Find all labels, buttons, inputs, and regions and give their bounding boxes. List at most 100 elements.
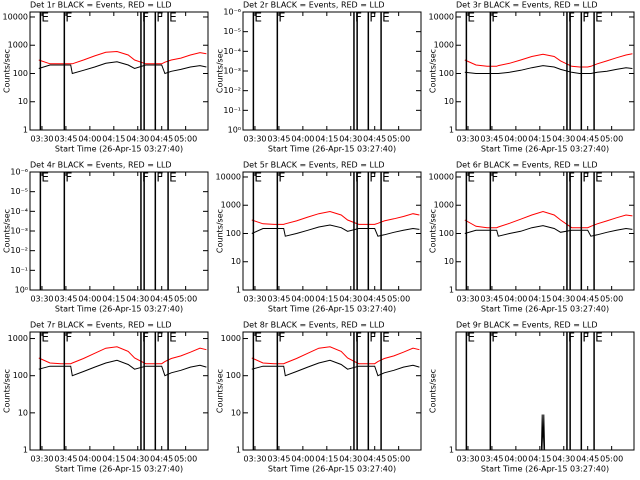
panel-title: Det 2r BLACK = Events, RED = LLD	[243, 1, 385, 10]
plot-frame	[242, 171, 422, 291]
x-tick-label: 03:45	[480, 135, 503, 144]
marker-label: E	[595, 11, 603, 25]
y-tick-label: 10⁰	[15, 286, 28, 295]
marker-label: F	[156, 171, 163, 185]
x-tick-label: 03:45	[267, 455, 290, 464]
x-tick-label: 03:30	[456, 135, 479, 144]
x-tick-label: 04:30	[552, 455, 575, 464]
x-tick-label: 03:30	[30, 455, 53, 464]
marker-label: F	[65, 171, 72, 185]
x-tick-label: 04:30	[552, 295, 575, 304]
marker-label: F	[568, 331, 575, 345]
plot-frame	[29, 171, 209, 291]
panel-title: Det 5r BLACK = Events, RED = LLD	[243, 161, 385, 170]
y-tick-label: 1000	[8, 334, 28, 343]
marker-label: E	[382, 11, 390, 25]
x-tick-label: 05:00	[174, 295, 197, 304]
x-tick-label: 03:30	[243, 135, 266, 144]
x-tick-label: 04:15	[102, 135, 125, 144]
y-tick-label: 10⁻³	[223, 67, 241, 76]
x-tick-label: 04:45	[150, 135, 173, 144]
y-tick-label: 10⁰	[228, 126, 241, 135]
marker-label: F	[582, 11, 589, 25]
marker-label: F	[568, 11, 575, 25]
x-tick-label: 03:30	[456, 455, 479, 464]
plot-frame	[29, 11, 209, 131]
y-tick-label: 1000	[221, 201, 241, 210]
y-tick-label: 10⁻⁵	[10, 187, 28, 196]
marker-label: E	[595, 331, 603, 345]
y-tick-label: 10⁻¹	[10, 266, 28, 275]
y-axis-label: Counts/sec	[3, 209, 12, 253]
marker-label: E	[169, 11, 177, 25]
marker-label: E	[41, 171, 49, 185]
x-tick-label: 04:30	[126, 295, 149, 304]
y-tick-label: 1	[449, 286, 454, 295]
y-tick-label: 10000	[3, 12, 28, 21]
x-tick-label: 04:45	[576, 455, 599, 464]
x-tick-label: 04:30	[126, 455, 149, 464]
series-line	[38, 359, 207, 377]
x-tick-label: 05:00	[174, 135, 197, 144]
series-line	[464, 65, 633, 74]
series-line	[251, 210, 420, 225]
y-tick-label: 10⁻⁴	[223, 47, 241, 56]
y-axis-label: Counts/sec	[216, 369, 225, 413]
marker-label: F	[355, 331, 362, 345]
marker-label: F	[65, 11, 72, 25]
marker-label: E	[169, 331, 177, 345]
y-tick-label: 10⁻²	[10, 246, 28, 255]
x-axis-label: Start Time (26-Apr-15 03:27:40)	[268, 305, 396, 314]
panel-title: Det 8r BLACK = Events, RED = LLD	[243, 321, 385, 330]
series-line	[251, 359, 420, 377]
panel-title: Det 4r BLACK = Events, RED = LLD	[30, 161, 172, 170]
x-tick-label: 04:45	[363, 295, 386, 304]
x-tick-label: 04:15	[315, 135, 338, 144]
x-axis-label: Start Time (26-Apr-15 03:27:40)	[268, 145, 396, 154]
x-tick-label: 04:45	[363, 135, 386, 144]
marker-label: F	[355, 11, 362, 25]
x-tick-label: 04:00	[291, 455, 314, 464]
marker-label: E	[169, 171, 177, 185]
marker-label: E	[467, 331, 475, 345]
x-axis-label: Start Time (26-Apr-15 03:27:40)	[268, 465, 396, 474]
x-axis-label: Start Time (26-Apr-15 03:27:40)	[481, 465, 609, 474]
x-tick-label: 04:00	[504, 295, 527, 304]
x-tick-label: 04:30	[126, 135, 149, 144]
y-tick-label: 100	[226, 229, 241, 238]
y-tick-label: 10	[18, 408, 28, 417]
x-tick-label: 04:45	[363, 455, 386, 464]
plot-frame	[455, 331, 635, 451]
x-tick-label: 03:30	[30, 135, 53, 144]
y-axis-label: Counts/sec	[429, 209, 438, 253]
marker-label: F	[278, 11, 285, 25]
plot-frame	[242, 11, 422, 131]
y-tick-label: 1	[23, 126, 28, 135]
marker-label: E	[254, 331, 262, 345]
marker-label: F	[355, 171, 362, 185]
marker-label: F	[142, 331, 149, 345]
marker-label: E	[595, 171, 603, 185]
x-tick-label: 04:15	[102, 295, 125, 304]
plot-frame	[29, 331, 209, 451]
y-axis-label: Counts/sec	[429, 49, 438, 93]
series-line	[38, 50, 207, 65]
x-axis-label: Start Time (26-Apr-15 03:27:40)	[55, 305, 183, 314]
y-tick-label: 10⁻⁶	[10, 168, 28, 177]
y-tick-label: 1	[236, 286, 241, 295]
plot-frame	[455, 11, 635, 131]
x-tick-label: 04:00	[78, 455, 101, 464]
marker-label: F	[369, 171, 376, 185]
x-tick-label: 03:45	[54, 455, 77, 464]
y-tick-label: 1000	[221, 334, 241, 343]
y-tick-label: 10⁻²	[223, 86, 241, 95]
series-line	[251, 224, 420, 237]
marker-label: F	[156, 331, 163, 345]
marker-label: F	[369, 11, 376, 25]
marker-label: F	[142, 11, 149, 25]
x-tick-label: 04:30	[552, 135, 575, 144]
x-axis-label: Start Time (26-Apr-15 03:27:40)	[55, 465, 183, 474]
x-tick-label: 05:00	[600, 295, 623, 304]
x-tick-label: 03:30	[456, 295, 479, 304]
